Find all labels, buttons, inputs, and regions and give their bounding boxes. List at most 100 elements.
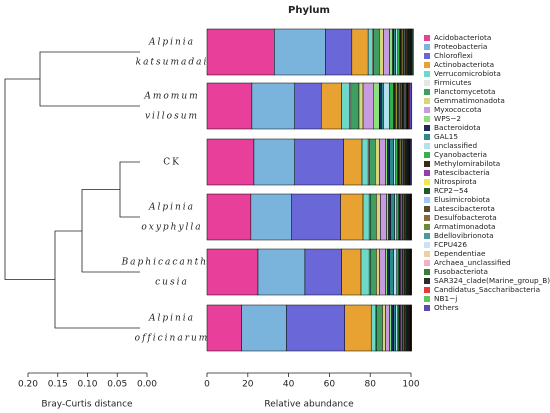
- legend-label: unclassified: [434, 141, 477, 150]
- bar-segment: [206, 193, 252, 241]
- bar-segment: [206, 138, 255, 186]
- legend-swatch: [424, 242, 430, 248]
- legend-swatch: [424, 80, 430, 86]
- bar-segment: [350, 82, 360, 130]
- bar-segment: [385, 248, 388, 296]
- bar-segment: [389, 28, 393, 76]
- bar-segment: [409, 82, 413, 130]
- branch: [4, 78, 55, 280]
- legend-label: Fusobacteriota: [434, 267, 488, 276]
- bar-segment: [294, 82, 322, 130]
- legend-label: Latescibacterota: [434, 204, 495, 213]
- legend-label: Elusimicrobiota: [434, 195, 490, 204]
- bar-segment: [206, 248, 259, 296]
- dendrogram-axis-label: Bray-Curtis distance: [41, 400, 133, 410]
- bar-segment: [383, 82, 390, 130]
- legend-swatch: [424, 251, 430, 257]
- bar-segment: [373, 82, 380, 130]
- category-label: katsumadai: [136, 58, 209, 68]
- bar-segment: [369, 193, 377, 241]
- bar-segment: [304, 248, 342, 296]
- legend-swatch: [424, 197, 430, 203]
- legend-label: Verrucomicrobiota: [434, 69, 501, 78]
- bar-segment: [340, 193, 364, 241]
- x-tick-label: 0.00: [137, 380, 157, 390]
- bar-segment: [380, 193, 387, 241]
- bar-segment: [294, 138, 344, 186]
- legend-label: Gemmatimonadota: [434, 96, 505, 105]
- bar-segment: [206, 28, 275, 76]
- branch: [119, 161, 140, 218]
- bar-segment: [344, 304, 372, 352]
- bar-segment: [387, 138, 390, 186]
- x-tick-label: 0.20: [18, 380, 38, 390]
- bar-segment: [410, 138, 412, 186]
- legend-label: Planctomycetota: [434, 87, 495, 96]
- legend-label: Others: [434, 303, 459, 312]
- legend-label: Dependentiae: [434, 249, 486, 258]
- bar-segment: [368, 138, 376, 186]
- bar-segment: [385, 138, 388, 186]
- legend-swatch: [424, 179, 430, 185]
- category-label: officinarum: [135, 334, 210, 344]
- bar-segment: [362, 82, 374, 130]
- legend-swatch: [424, 206, 430, 212]
- bar-segment: [385, 304, 390, 352]
- bar-segment: [320, 82, 342, 130]
- category-label: oxyphylla: [141, 223, 202, 233]
- legend-label: Cyanobacteria: [434, 150, 487, 159]
- legend-swatch: [424, 89, 430, 95]
- bar-segment: [379, 248, 386, 296]
- bar-segment: [367, 28, 373, 76]
- bar-segment: [393, 304, 396, 352]
- bar-segment: [390, 193, 395, 241]
- legend-label: Patescibacteria: [434, 168, 490, 177]
- bar-segment: [250, 193, 292, 241]
- bar-segment: [206, 82, 253, 130]
- bar-segment: [394, 193, 397, 241]
- bar-segment: [386, 193, 389, 241]
- category-label: Alpinia: [148, 38, 195, 48]
- category-label: Baphicacanthus: [121, 258, 223, 268]
- bar-segment: [325, 28, 353, 76]
- bar-segment: [376, 248, 380, 296]
- legend-label: Desulfobacterota: [434, 213, 497, 222]
- bar-segment: [389, 138, 394, 186]
- branch: [39, 51, 140, 107]
- bar-segment: [391, 304, 394, 352]
- legend-label: Bacteroidota: [434, 123, 481, 132]
- legend-swatch: [424, 98, 430, 104]
- category-label: CK: [163, 158, 181, 168]
- legend-swatch: [424, 62, 430, 68]
- bar-segment: [388, 193, 391, 241]
- bar-segment: [389, 248, 394, 296]
- legend-label: Archaea_unclassified: [434, 258, 511, 267]
- legend-label: Chloroflexi: [434, 51, 473, 60]
- bar-segment: [383, 28, 390, 76]
- x-tick-label: 40: [283, 380, 295, 390]
- legend-swatch: [424, 44, 430, 50]
- bar-segment: [379, 138, 386, 186]
- bar-segment: [291, 193, 341, 241]
- bar-segment: [382, 304, 386, 352]
- bar-segment: [387, 248, 390, 296]
- legend-swatch: [424, 35, 430, 41]
- legend-swatch: [424, 215, 430, 221]
- bar-segment: [393, 28, 396, 76]
- bar-segment: [286, 304, 345, 352]
- bar-segment: [360, 248, 370, 296]
- legend-swatch: [424, 71, 430, 77]
- legend-label: Proteobacteria: [434, 42, 487, 51]
- bar-segment: [351, 28, 369, 76]
- legend-swatch: [424, 53, 430, 59]
- legend-label: GAL15: [434, 132, 458, 141]
- bar-segment: [396, 193, 400, 241]
- bar-segment: [376, 304, 383, 352]
- x-tick-label: 100: [402, 380, 419, 390]
- category-label: Amomum: [143, 92, 199, 102]
- bar-segment: [257, 248, 306, 296]
- x-tick-label: 0.10: [77, 380, 97, 390]
- bar-segment: [381, 82, 384, 130]
- bar-segment: [370, 304, 376, 352]
